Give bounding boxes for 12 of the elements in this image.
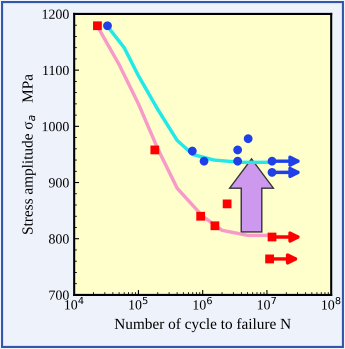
y-tick-label: 1000 xyxy=(42,122,69,132)
text: Stress amplitude σ$_{a}$ MPa xyxy=(22,74,36,234)
y-tick-label: 700 xyxy=(49,290,69,300)
y-tick-label: 1100 xyxy=(43,66,69,76)
y-tick-label: 1200 xyxy=(42,10,69,19)
y-tick-label: 900 xyxy=(48,178,69,188)
x-axis-title: Number of cycle to failure N xyxy=(114,318,291,332)
x-tick-label: 10$^{6}$ xyxy=(194,296,212,310)
x-tick-label: 10$^{7}$ xyxy=(258,296,276,310)
x-tick-label: 10$^{8}$ xyxy=(322,296,340,310)
x-tick-label: 10$^{5}$ xyxy=(129,296,148,310)
y-tick-label: 800 xyxy=(49,234,69,244)
